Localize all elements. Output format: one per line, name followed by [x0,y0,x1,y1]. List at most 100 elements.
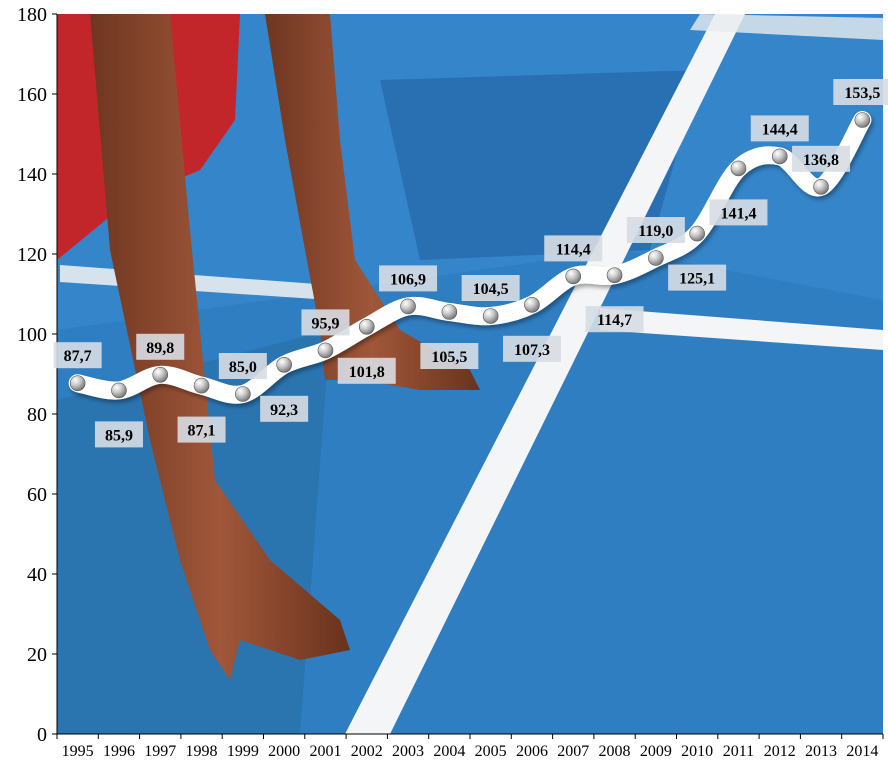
x-tick-label: 2012 [764,743,796,760]
data-label-box [792,145,851,172]
data-labels: 87,7 85,9 89,8 87,1 85,0 92,3 95,9 101,8 106,9 10… [53,79,888,448]
data-label-2002: 101,8 [337,357,396,384]
data-label-text: 141,4 [720,205,756,222]
data-point-1998 [193,377,210,394]
data-label-text: 106,9 [390,271,426,288]
data-label-box [585,306,644,333]
x-tick-label: 1996 [103,743,135,760]
data-point-2008 [606,267,623,284]
data-label-text: 85,0 [229,359,257,376]
y-tick-label: 140 [17,164,47,186]
data-label-2005: 104,5 [461,275,520,301]
data-label-box [136,333,185,360]
data-label-2013: 136,8 [792,145,851,172]
x-tick-label: 2007 [557,743,589,760]
data-point-2009 [648,250,664,266]
x-tick-label: 1998 [186,743,218,760]
data-label-2008: 114,7 [585,306,644,333]
data-label-1997: 89,8 [136,333,185,360]
data-label-box [337,357,396,384]
data-label-box [833,79,888,105]
data-label-2003: 106,9 [379,265,438,292]
x-tick-label: 2009 [640,743,672,760]
x-tick-label: 1997 [144,743,176,760]
data-label-text: 87,1 [188,423,216,440]
data-label-text: 125,1 [679,271,715,288]
data-label-box [260,395,309,422]
data-label-text: 87,7 [64,348,92,365]
data-label-1999: 85,0 [218,353,267,379]
data-point-2010 [689,225,705,242]
data-point-1996 [111,382,127,399]
y-tick-label: 20 [27,644,47,666]
data-label-text: 107,3 [514,342,550,359]
y-tick-label: 160 [17,84,47,106]
data-label-box [218,353,267,379]
data-point-1999 [235,386,251,402]
x-tick-label: 2005 [475,743,507,760]
data-label-text: 153,5 [844,85,880,102]
x-tick-label: 2013 [805,743,837,760]
data-label-2011: 141,4 [709,199,768,226]
data-point-2007 [565,268,582,285]
x-tick-label: 2002 [351,743,383,760]
data-label-text: 85,9 [105,427,133,444]
data-label-text: 114,7 [597,312,632,329]
data-label-text: 119,0 [638,223,673,240]
x-tick-label: 2000 [268,743,300,760]
y-tick-label: 0 [37,724,47,746]
x-tick-label: 1999 [227,743,259,760]
data-label-box [177,416,226,443]
x-tick-label: 2008 [599,743,631,760]
data-label-text: 105,5 [431,349,467,366]
data-label-2007: 114,4 [544,235,603,262]
data-label-box [750,115,809,142]
data-label-2010: 125,1 [668,264,727,291]
y-tick-label: 80 [27,404,47,426]
data-label-text: 136,8 [803,152,839,169]
data-label-1995: 87,7 [53,342,102,369]
data-label-box [94,421,143,448]
x-tick-label: 2011 [723,743,754,760]
x-tick-label: 2014 [846,743,878,760]
data-label-box [626,217,685,243]
data-label-box [53,342,102,369]
data-label-text: 114,4 [556,241,591,258]
data-label-2014: 153,5 [833,79,888,105]
data-label-2004: 105,5 [420,343,479,369]
data-label-1996: 85,9 [94,421,143,448]
data-label-2009: 119,0 [626,217,685,243]
x-tick-label: 1995 [62,743,94,760]
data-label-2006: 107,3 [502,335,561,362]
data-point-2006 [524,296,540,313]
data-label-1998: 87,1 [177,416,226,443]
y-tick-label: 60 [27,484,47,506]
data-label-text: 104,5 [473,281,509,298]
data-point-2005 [482,308,499,324]
data-label-box [420,343,479,369]
x-tick-label: 2001 [309,743,341,760]
data-label-box [379,265,438,292]
data-point-2011 [730,160,747,177]
data-point-2014 [854,112,871,128]
data-label-2012: 144,4 [750,115,809,142]
data-label-2000: 92,3 [260,395,309,422]
y-tick-label: 40 [27,564,47,586]
y-tick-label: 120 [17,244,47,266]
data-label-text: 89,8 [146,340,174,357]
data-label-text: 144,4 [762,121,798,138]
data-label-box [544,235,603,262]
y-tick-label: 180 [17,4,47,26]
data-label-box [461,275,520,301]
data-point-1997 [152,366,169,383]
axes: 0 20 40 60 80 100 120 140 160 180 1995 1996 1997 1998… [17,4,884,760]
x-tick-label: 2006 [516,743,548,760]
y-tick-label: 100 [17,324,47,346]
x-tick-label: 2003 [392,743,424,760]
data-label-box [709,199,768,226]
x-tick-label: 2004 [433,743,465,760]
data-label-box [668,264,727,291]
data-label-box [301,309,350,336]
